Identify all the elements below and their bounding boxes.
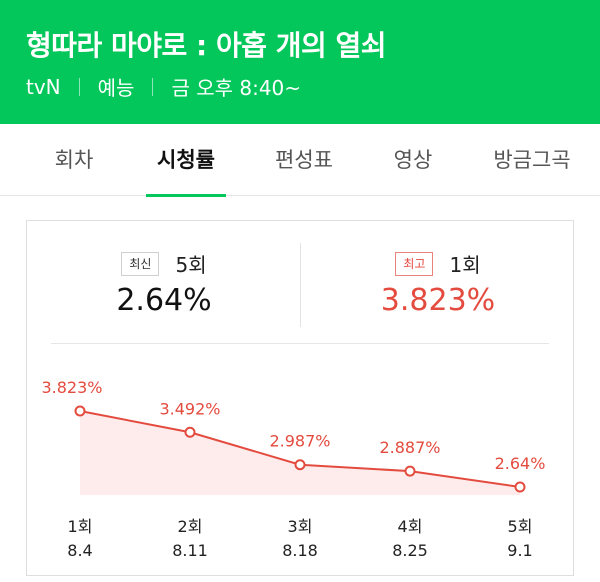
- tab-schedule[interactable]: 편성표: [275, 148, 333, 172]
- tab-episodes[interactable]: 회차: [54, 148, 94, 172]
- chart-x-label-episode: 5회: [508, 517, 533, 536]
- program-header: 형따라 마야로 : 아홉 개의 열쇠 tvN 예능 금 오후 8:40~: [0, 0, 600, 124]
- chart-x-label-episode: 1회: [68, 517, 93, 536]
- latest-episode: 5회: [175, 253, 207, 277]
- latest-value: 2.64%: [116, 283, 212, 318]
- chart-x-label-episode: 3회: [288, 517, 313, 536]
- chart-x-label-date: 8.4: [67, 541, 92, 560]
- chart-point: [74, 405, 86, 417]
- section-divider: [51, 343, 549, 344]
- channel-name[interactable]: tvN: [26, 74, 61, 99]
- tab-ratings[interactable]: 시청률: [146, 124, 226, 197]
- chart-point: [184, 426, 196, 438]
- tab-songs[interactable]: 방금그곡: [493, 148, 571, 172]
- chart-x-label-date: 8.11: [172, 541, 208, 560]
- chart-x-label-date: 8.25: [392, 541, 428, 560]
- meta-divider: [152, 77, 154, 96]
- program-meta: tvN 예능 금 오후 8:40~: [26, 72, 301, 101]
- highest-rating: 최고 1회 3.823%: [301, 221, 575, 341]
- chart-x-label-date: 9.1: [507, 541, 532, 560]
- chart-x-label-episode: 4회: [398, 517, 423, 536]
- chart-point: [294, 459, 306, 471]
- chart-data-label: 3.492%: [159, 399, 220, 418]
- chart-point: [514, 481, 526, 493]
- chart-data-label: 2.64%: [495, 454, 546, 473]
- chart-data-label: 2.887%: [379, 438, 440, 457]
- chart-x-label-episode: 2회: [178, 517, 203, 536]
- tab-bar: 회차 시청률 편성표 영상 방금그곡: [0, 124, 600, 197]
- chart-data-label: 3.823%: [41, 378, 102, 397]
- highest-value: 3.823%: [380, 283, 496, 318]
- highest-badge: 최고: [395, 251, 434, 276]
- genre-label: 예능: [97, 76, 135, 100]
- program-title[interactable]: 형따라 마야로 : 아홉 개의 열쇠: [26, 29, 387, 62]
- chart-x-label-date: 8.18: [282, 541, 318, 560]
- tab-videos[interactable]: 영상: [393, 148, 433, 172]
- latest-badge: 최신: [121, 251, 160, 276]
- highest-episode: 1회: [449, 253, 481, 277]
- meta-divider: [78, 77, 80, 96]
- ratings-card: 최신 5회 2.64% 최고 1회 3.823% 3.823% 3.492% 2.9…: [26, 220, 574, 576]
- chart-point: [404, 465, 416, 477]
- ratings-chart: 3.823% 3.492% 2.987% 2.887% 2.64% 1회 8.4 2회 8.11…: [41, 378, 546, 560]
- latest-rating: 최신 5회 2.64%: [27, 221, 301, 341]
- broadcast-schedule: 금 오후 8:40~: [171, 76, 302, 100]
- chart-data-label: 2.987%: [269, 432, 330, 451]
- stat-divider: [300, 243, 301, 327]
